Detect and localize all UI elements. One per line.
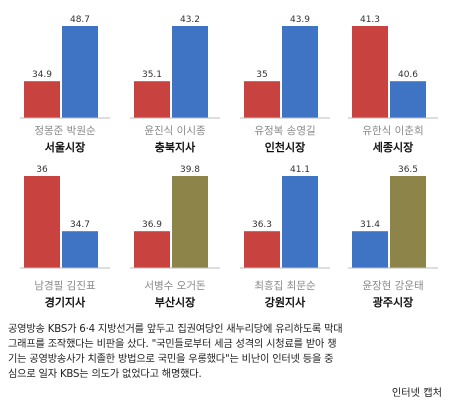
bar	[244, 81, 280, 118]
caption: 공영방송 KBS가 6·4 지방선거를 앞두고 집권여당인 새누리당에 유리하도…	[8, 322, 444, 382]
bar	[172, 176, 208, 268]
bar	[390, 81, 426, 118]
data-label: 34.9	[32, 70, 52, 80]
region-label: 광주시장	[373, 295, 413, 309]
region-label: 부산시장	[155, 295, 195, 309]
candidate-labels: 정몽준 박원순	[34, 125, 96, 137]
data-label: 36.5	[398, 165, 418, 175]
region-label: 충북지사	[155, 140, 196, 154]
candidate-labels: 최흥집 최문순	[254, 279, 316, 292]
data-label: 48.7	[70, 15, 90, 25]
bar	[282, 176, 318, 268]
bar	[352, 231, 388, 268]
data-label: 43.2	[180, 15, 200, 25]
data-label: 36	[36, 165, 48, 175]
caption-line: 기는 공영방송사가 치졸한 방법으로 국민을 우롱했다"는 비난이 인터넷 등을…	[8, 354, 334, 365]
candidate-labels: 유정복 송영길	[254, 124, 315, 137]
region-label: 인천시장	[265, 140, 305, 154]
data-label: 36.3	[252, 220, 272, 230]
data-label: 43.9	[290, 15, 310, 25]
bar	[24, 176, 60, 268]
candidate-labels: 유한식 이춘희	[362, 125, 423, 137]
bar	[282, 26, 318, 118]
data-label: 36.9	[142, 220, 162, 230]
caption-line: 공영방송 KBS가 6·4 지방선거를 앞두고 집권여당인 새누리당에 유리하도…	[8, 324, 343, 335]
data-label: 35.1	[142, 70, 162, 80]
bar	[24, 81, 60, 118]
data-label: 41.1	[290, 165, 310, 175]
data-label: 35	[256, 70, 267, 80]
caption-line: 심으로 일자 KBS는 의도가 없었다고 해명했다.	[8, 369, 202, 380]
data-label: 31.4	[360, 220, 380, 230]
data-label: 34.7	[70, 220, 90, 230]
bar	[62, 26, 98, 118]
bar	[62, 231, 98, 268]
bar	[134, 81, 170, 118]
region-label: 서울시장	[45, 140, 85, 154]
bar	[390, 176, 426, 268]
bar	[134, 231, 170, 268]
data-label: 39.8	[180, 165, 200, 175]
candidate-labels: 윤진식 이시종	[144, 125, 206, 137]
caption-line: 그래프를 조작했다는 비판을 샀다. "국민들로부터 세금 성격의 시청료를 받…	[8, 339, 337, 350]
candidate-labels: 남경필 김진표	[34, 279, 96, 292]
region-label: 경기지사	[45, 295, 86, 309]
region-label: 강원지사	[265, 295, 306, 309]
region-label: 세종시장	[373, 140, 413, 154]
data-label: 41.3	[360, 15, 380, 25]
photo-credit: 인터넷 캡처	[391, 388, 442, 399]
data-label: 40.6	[398, 70, 418, 80]
candidate-labels: 서병수 오거돈	[144, 280, 206, 292]
bar	[172, 26, 208, 118]
candidate-labels: 윤장현 강운태	[362, 280, 423, 292]
bar	[244, 231, 280, 268]
bar	[352, 26, 388, 118]
